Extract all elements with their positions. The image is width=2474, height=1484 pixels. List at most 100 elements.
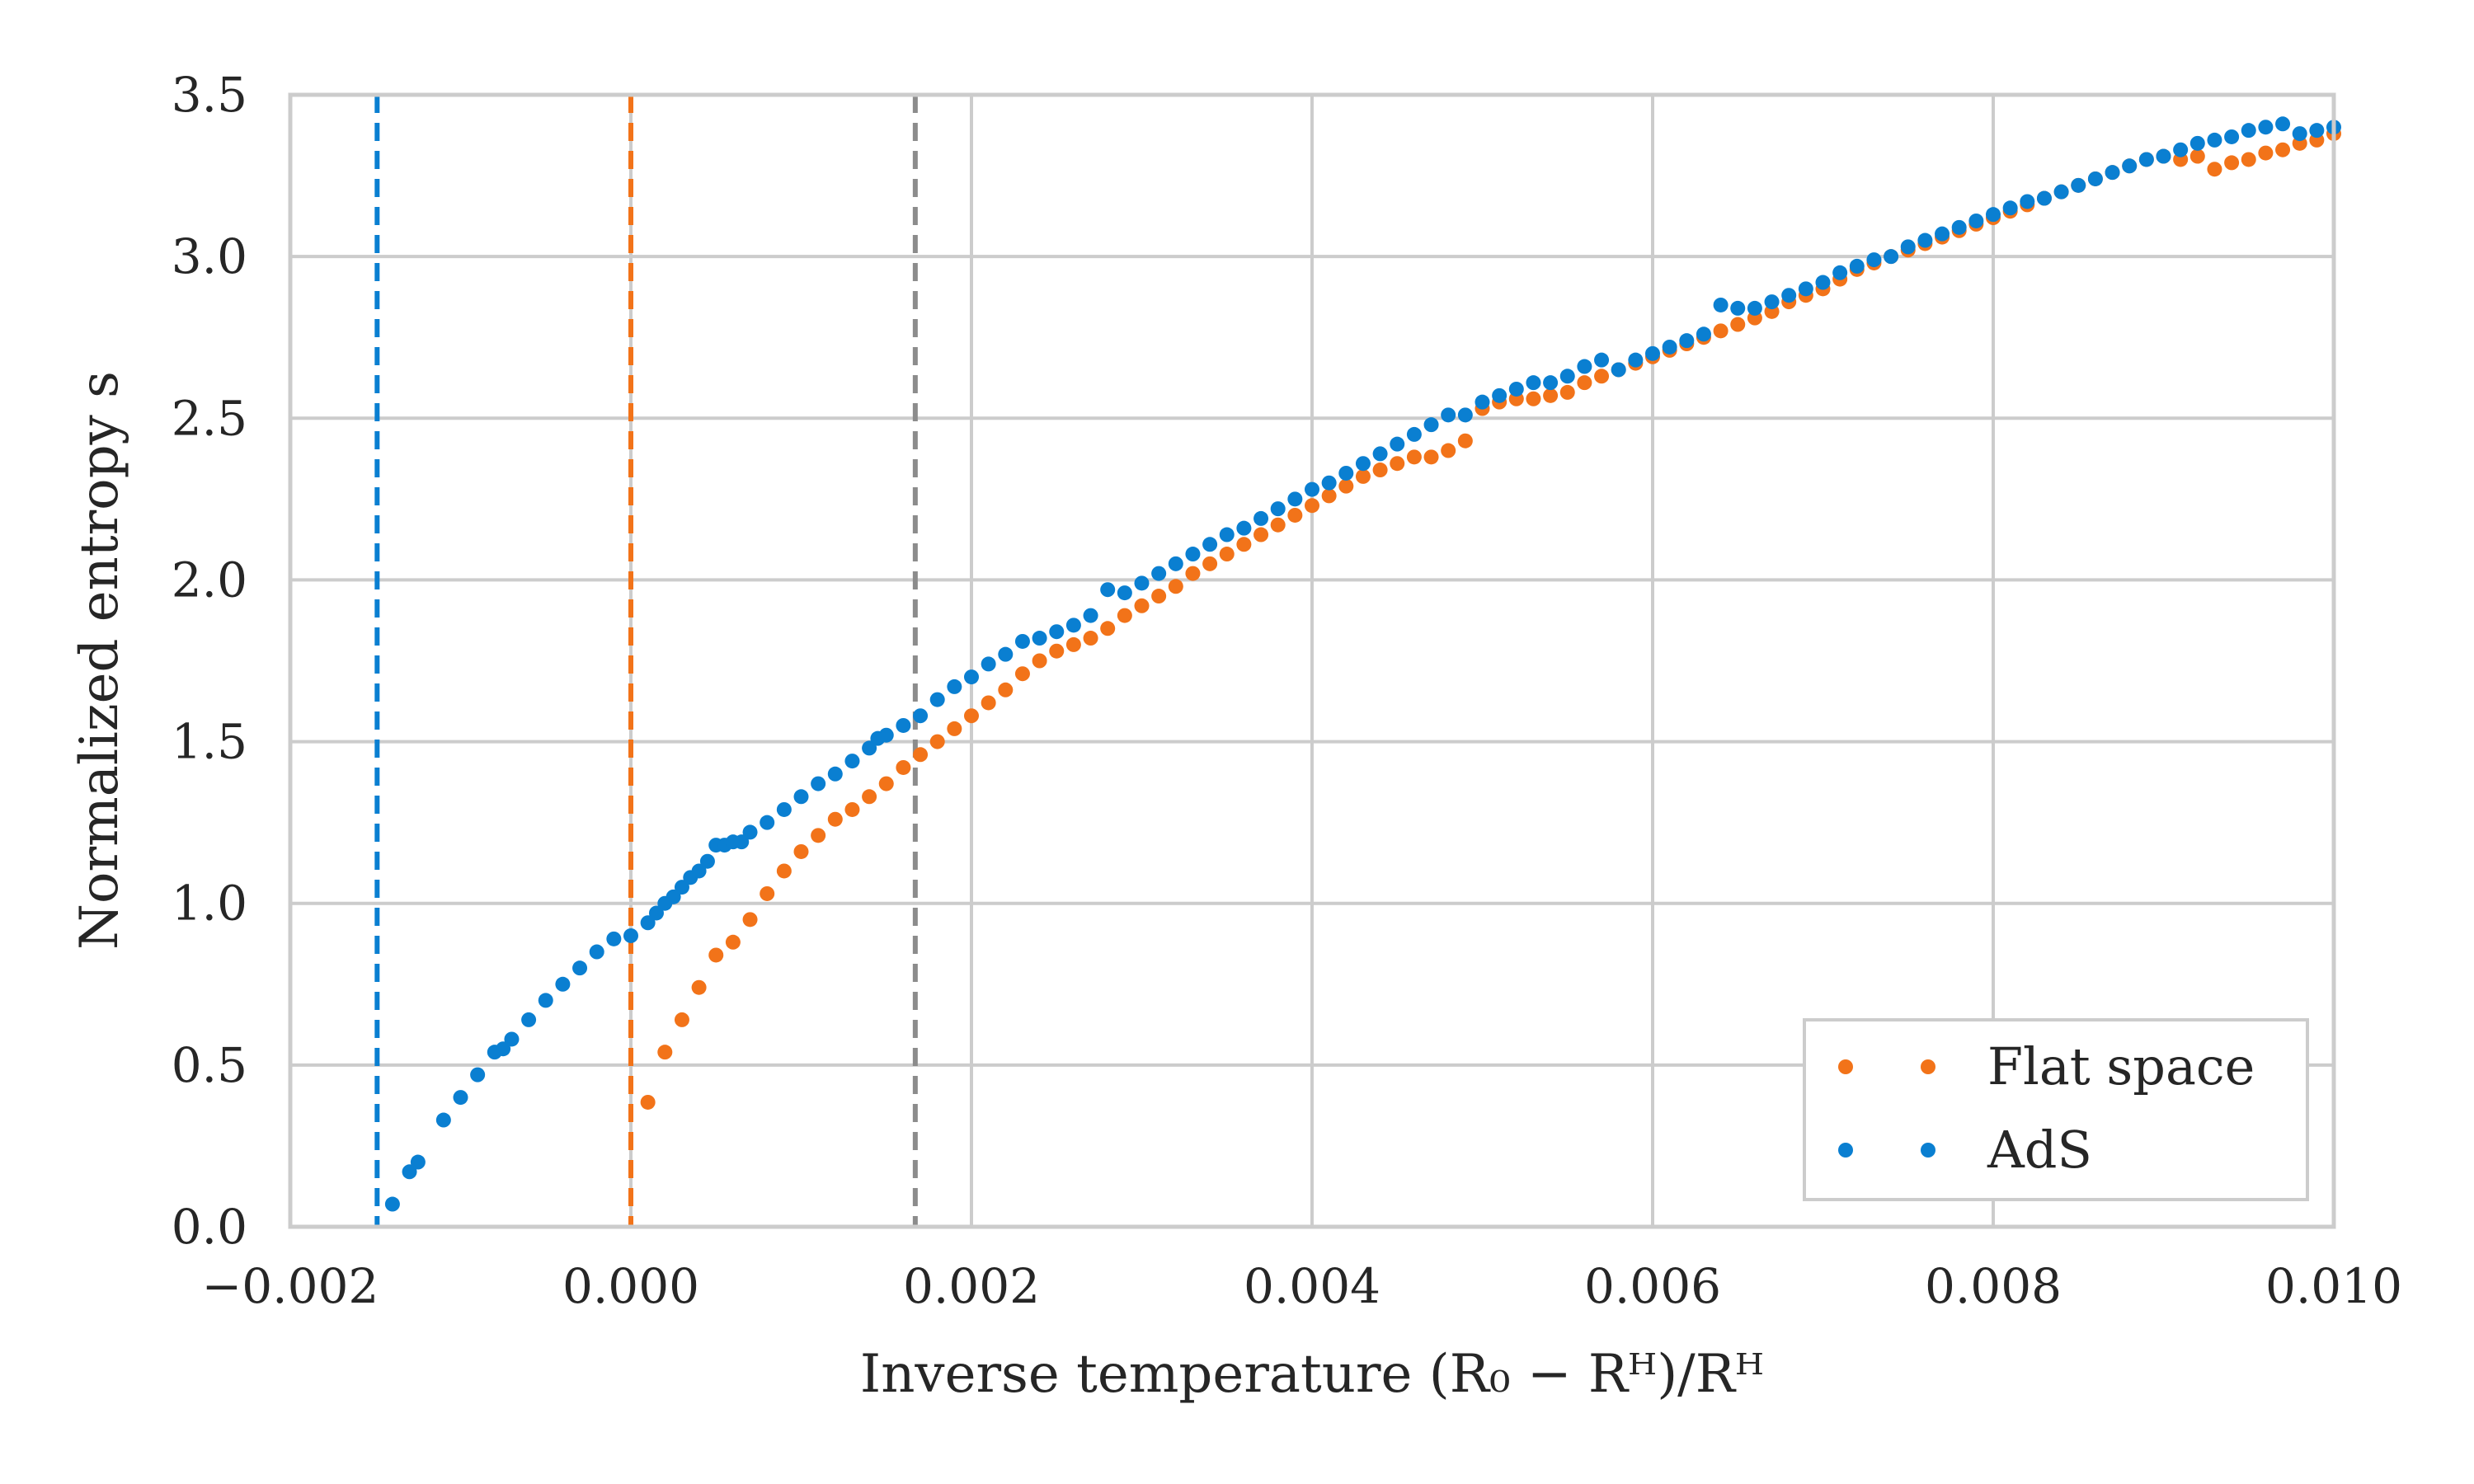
data-point-flat-space	[2189, 148, 2205, 164]
data-point-flat-space	[657, 1045, 673, 1060]
data-point-flat-space	[1713, 323, 1729, 339]
data-point-ads	[1134, 575, 1150, 591]
data-point-ads	[862, 740, 877, 756]
data-point-ads	[572, 960, 588, 976]
data-point-ads	[2292, 126, 2307, 142]
data-point-ads	[2071, 177, 2086, 193]
x-tick-labels: −0.002 0.000 0.002 0.004 0.006 0.008 0.010	[202, 1258, 2402, 1314]
data-point-ads	[2173, 142, 2189, 157]
data-point-ads	[964, 669, 979, 685]
data-point-ads	[1645, 345, 1660, 361]
data-point-flat-space	[2207, 162, 2222, 177]
data-point-flat-space	[1730, 317, 1746, 332]
data-point-flat-space	[1526, 391, 1541, 406]
data-point-flat-space	[1559, 384, 1575, 400]
data-point-ads	[1355, 456, 1371, 472]
data-point-ads	[1406, 426, 1422, 442]
data-point-ads	[1032, 631, 1047, 646]
data-point-ads	[410, 1154, 426, 1170]
data-point-ads	[1917, 232, 1933, 248]
data-point-ads	[998, 646, 1014, 662]
y-tick-label: 2.0	[172, 552, 247, 608]
data-point-ads	[521, 1012, 537, 1027]
data-point-ads	[1815, 275, 1831, 290]
data-point-flat-space	[947, 721, 962, 736]
data-point-ads	[1679, 333, 1695, 349]
data-point-ads	[496, 1041, 511, 1057]
data-point-ads	[2105, 165, 2120, 181]
data-point-ads	[981, 656, 996, 672]
data-point-flat-space	[1236, 537, 1252, 552]
y-tick-labels: 0.0 0.5 1.0 1.5 2.0 2.5 3.0 3.5	[172, 67, 247, 1255]
data-point-ads	[2053, 184, 2069, 200]
data-point-ads	[1866, 252, 1882, 268]
data-point-ads	[384, 1196, 400, 1212]
data-point-ads	[1117, 585, 1132, 601]
data-point-ads	[913, 708, 929, 724]
data-point-ads	[793, 789, 809, 805]
data-point-ads	[1611, 362, 1626, 378]
data-point-flat-space	[760, 885, 775, 901]
data-point-flat-space	[742, 912, 758, 928]
data-point-ads	[538, 993, 553, 1008]
data-point-flat-space	[1423, 449, 1439, 465]
data-point-ads	[666, 889, 681, 904]
data-point-flat-space	[2258, 145, 2274, 161]
data-point-flat-space	[1270, 517, 1286, 533]
data-point-ads	[1236, 520, 1252, 536]
legend-marker-flat-space	[1921, 1059, 1935, 1074]
data-point-ads	[402, 1164, 417, 1180]
data-point-ads	[1832, 265, 1848, 280]
data-point-ads	[1951, 219, 1967, 235]
threshold-lines	[374, 95, 918, 1227]
data-point-ads	[878, 727, 894, 743]
data-point-ads	[1305, 481, 1319, 497]
data-point-ads	[760, 815, 775, 830]
data-point-flat-space	[1372, 463, 1388, 478]
data-point-flat-space	[827, 811, 843, 827]
data-point-ads	[2275, 116, 2291, 132]
data-point-ads	[1747, 300, 1762, 316]
data-point-ads	[1083, 608, 1098, 623]
data-point-ads	[896, 717, 911, 733]
data-point-ads	[1884, 249, 1899, 265]
data-point-ads	[606, 931, 622, 946]
data-point-flat-space	[708, 947, 724, 963]
x-tick-label: 0.004	[1244, 1258, 1380, 1314]
data-point-ads	[1492, 387, 1507, 403]
x-tick-label: 0.002	[903, 1258, 1040, 1314]
data-point-ads	[1730, 300, 1746, 316]
data-point-ads	[1781, 288, 1797, 303]
data-point-flat-space	[1457, 433, 1473, 448]
data-point-ads	[470, 1067, 486, 1082]
y-tick-label: 0.0	[172, 1199, 247, 1255]
data-point-flat-space	[1219, 547, 1235, 562]
data-point-ads	[1559, 369, 1575, 384]
data-point-ads	[1100, 582, 1116, 598]
data-point-flat-space	[1390, 456, 1405, 472]
data-point-flat-space	[1049, 643, 1065, 659]
data-point-flat-space	[1321, 488, 1337, 504]
data-point-ads	[555, 976, 571, 992]
data-point-ads	[811, 776, 826, 791]
data-point-flat-space	[640, 1094, 656, 1110]
data-point-ads	[1594, 352, 1610, 368]
data-point-ads	[1935, 226, 1950, 242]
data-point-ads	[453, 1090, 468, 1106]
legend-marker-ads	[1921, 1143, 1935, 1158]
data-point-ads	[1049, 624, 1065, 640]
data-point-ads	[1986, 207, 2001, 223]
y-axis-title: Normalized entropy s	[69, 371, 130, 950]
data-point-ads	[1151, 566, 1167, 581]
data-point-ads	[734, 834, 750, 850]
data-point-flat-space	[878, 776, 894, 791]
data-point-flat-space	[896, 759, 911, 775]
y-tick-label: 0.5	[172, 1037, 247, 1093]
data-point-flat-space	[964, 708, 979, 724]
data-point-flat-space	[929, 734, 945, 749]
data-point-ads	[699, 853, 715, 869]
data-point-ads	[1543, 375, 1559, 391]
data-point-flat-space	[1100, 621, 1116, 636]
data-point-ads	[1253, 510, 1269, 526]
